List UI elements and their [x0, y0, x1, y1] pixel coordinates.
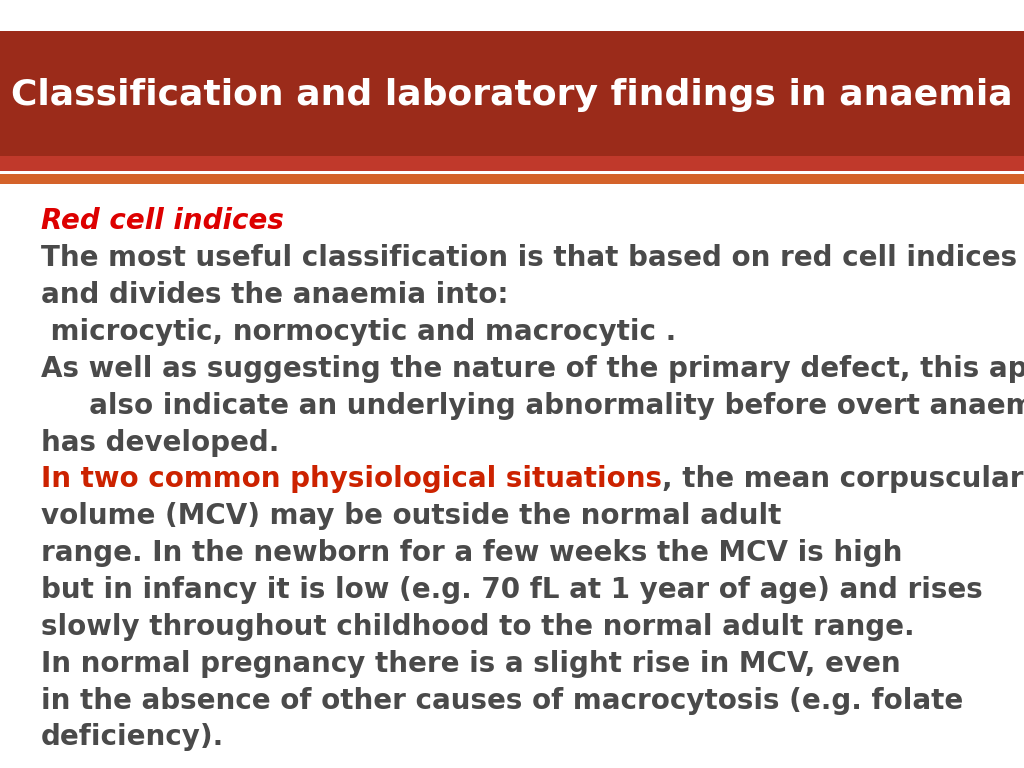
Text: in the absence of other causes of macrocytosis (e.g. folate: in the absence of other causes of macroc… [41, 687, 964, 714]
Bar [0, 31, 1024, 165]
Text: In two common physiological situations: In two common physiological situations [41, 465, 662, 493]
Text: volume (MCV) may be outside the normal adult: volume (MCV) may be outside the normal a… [41, 502, 781, 530]
Text: As well as suggesting the nature of the primary defect, this approach may: As well as suggesting the nature of the … [41, 355, 1024, 382]
Text: and divides the anaemia into:: and divides the anaemia into: [41, 281, 509, 309]
Text: deficiency).: deficiency). [41, 723, 224, 751]
Text: Red cell indices: Red cell indices [41, 207, 284, 235]
Bar [0, 174, 1024, 184]
Text: Classification and laboratory findings in anaemia: Classification and laboratory findings i… [11, 78, 1013, 112]
Text: also indicate an underlying abnormality before overt anaemia: also indicate an underlying abnormality … [41, 392, 1024, 419]
Text: In normal pregnancy there is a slight rise in MCV, even: In normal pregnancy there is a slight ri… [41, 650, 900, 677]
Text: but in infancy it is low (e.g. 70 fL at 1 year of age) and rises: but in infancy it is low (e.g. 70 fL at … [41, 576, 983, 604]
Text: The most useful classification is that based on red cell indices: The most useful classification is that b… [41, 244, 1017, 272]
Text: slowly throughout childhood to the normal adult range.: slowly throughout childhood to the norma… [41, 613, 914, 641]
Text: has developed.: has developed. [41, 429, 280, 456]
Text: microcytic, normocytic and macrocytic .: microcytic, normocytic and macrocytic . [41, 318, 676, 346]
Bar [0, 156, 1024, 171]
Bar [0, 0, 1024, 31]
Text: , the mean corpuscular: , the mean corpuscular [662, 465, 1023, 493]
Text: range. In the newborn for a few weeks the MCV is high: range. In the newborn for a few weeks th… [41, 539, 902, 567]
